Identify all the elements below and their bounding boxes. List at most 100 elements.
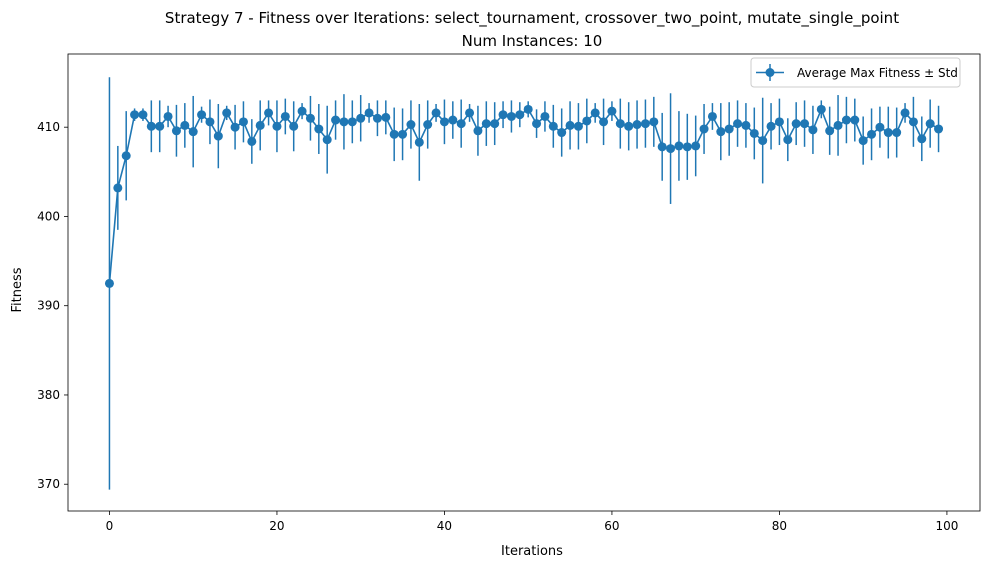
data-point: [674, 141, 684, 151]
data-point: [724, 124, 734, 134]
x-axis-ticks: 0 20 40 60 80 100: [106, 511, 958, 533]
data-point: [649, 117, 659, 127]
data-point: [733, 119, 743, 129]
data-point: [666, 144, 676, 154]
chart-subtitle: Num Instances: 10: [462, 32, 603, 50]
data-point: [322, 135, 332, 145]
y-tick-label: 390: [37, 299, 60, 313]
data-point: [774, 117, 784, 127]
data-point: [540, 111, 550, 121]
data-point: [431, 108, 441, 118]
data-point: [205, 117, 215, 127]
data-point: [414, 137, 424, 147]
data-point: [280, 111, 290, 121]
data-point: [934, 124, 944, 134]
data-point: [121, 151, 131, 161]
data-point: [356, 113, 366, 123]
data-point: [490, 119, 500, 129]
data-point: [640, 119, 650, 129]
data-point: [582, 116, 592, 126]
x-tick-label: 100: [935, 519, 958, 533]
x-tick-label: 0: [106, 519, 114, 533]
data-point: [347, 117, 357, 127]
data-point: [883, 128, 893, 138]
data-point: [398, 129, 408, 139]
legend-marker: [765, 68, 775, 77]
data-point: [381, 112, 391, 122]
data-point: [816, 104, 826, 114]
data-point: [113, 183, 123, 193]
data-point: [825, 126, 835, 136]
legend: Average Max Fitness ± Std: [750, 57, 961, 88]
data-point: [247, 136, 257, 146]
data-point: [573, 121, 583, 131]
data-point: [716, 127, 726, 137]
data-point: [624, 121, 634, 131]
data-point: [339, 117, 349, 127]
data-point: [171, 126, 181, 136]
data-point: [180, 120, 190, 130]
data-point: [749, 128, 759, 138]
data-point: [657, 142, 667, 152]
y-tick-label: 380: [37, 388, 60, 402]
data-point: [146, 121, 156, 131]
data-point: [238, 117, 248, 127]
y-tick-label: 370: [37, 477, 60, 491]
data-point: [230, 122, 240, 132]
data-point: [632, 120, 642, 130]
data-point: [766, 121, 776, 131]
data-point: [925, 119, 935, 129]
data-points: [104, 104, 944, 288]
series-line: [108, 107, 939, 284]
x-tick-label: 40: [437, 519, 452, 533]
data-point: [565, 120, 575, 130]
data-point: [331, 115, 341, 125]
data-point: [372, 113, 382, 123]
chart-title: Strategy 7 - Fitness over Iterations: se…: [165, 9, 899, 28]
data-point: [557, 128, 567, 138]
data-point: [163, 111, 173, 121]
data-point: [456, 119, 466, 129]
data-point: [197, 110, 207, 120]
data-point: [264, 108, 274, 118]
data-point: [523, 104, 533, 114]
data-point: [908, 117, 918, 127]
data-point: [783, 135, 793, 145]
data-point: [213, 131, 223, 141]
data-point: [858, 136, 868, 146]
data-point: [599, 117, 609, 127]
data-point: [481, 119, 491, 129]
data-point: [222, 108, 232, 118]
data-point: [707, 111, 717, 121]
error-bars: [108, 77, 940, 490]
data-point: [439, 117, 449, 127]
data-point: [800, 119, 810, 129]
data-point: [465, 108, 475, 118]
data-point: [364, 108, 374, 118]
legend-label: Average Max Fitness ± Std: [797, 66, 958, 80]
data-point: [188, 127, 198, 137]
y-tick-label: 410: [37, 120, 60, 134]
data-point: [808, 125, 818, 135]
data-point: [548, 121, 558, 131]
x-tick-label: 80: [772, 519, 787, 533]
data-point: [741, 120, 751, 130]
data-point: [867, 129, 877, 139]
data-point: [892, 128, 902, 138]
data-point: [682, 142, 692, 152]
data-point: [506, 111, 516, 121]
data-point: [314, 124, 324, 134]
data-point: [691, 141, 701, 151]
data-point: [138, 110, 148, 120]
data-point: [473, 126, 483, 136]
data-point: [758, 136, 768, 146]
data-point: [607, 106, 617, 116]
x-tick-label: 20: [269, 519, 284, 533]
data-point: [917, 134, 927, 144]
data-point: [104, 278, 114, 288]
data-point: [841, 115, 851, 125]
data-point: [532, 119, 542, 129]
y-axis-label: Fitness: [10, 267, 25, 312]
y-axis-ticks: 370 380 390 400 410: [37, 120, 68, 491]
